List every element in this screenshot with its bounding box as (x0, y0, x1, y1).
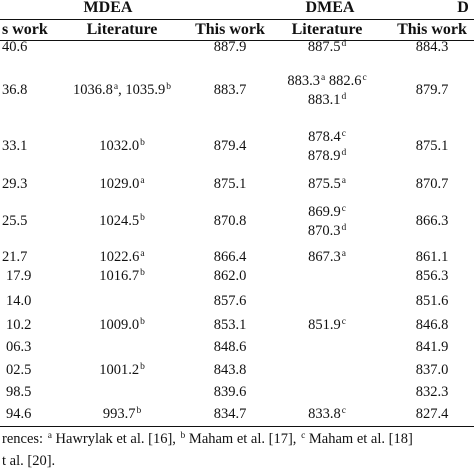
footnote-marker: a (341, 249, 346, 259)
table-cell: 878.9d (307, 148, 347, 164)
table-cell: 17.9 (6, 268, 32, 284)
table-cell: 33.1 (2, 138, 28, 154)
table-cell: 853.1 (213, 317, 247, 333)
table-cell: 25.5 (2, 213, 28, 229)
table-cell: 884.3 (415, 39, 449, 55)
table-cell: 832.3 (415, 384, 449, 400)
table-cell: 875.1 (213, 176, 247, 192)
footnote-marker: b (136, 406, 142, 416)
table-cell: 14.0 (6, 293, 32, 309)
column-header-0: s work (2, 21, 48, 38)
table-cell: 837.0 (415, 362, 449, 378)
footnote-marker: a (320, 73, 326, 83)
table-cell: 1029.0a (99, 176, 145, 192)
table-cell: 94.6 (6, 406, 32, 422)
column-header-4: This work (397, 21, 467, 38)
footnote-marker: a (341, 176, 346, 186)
table-cell: 887.9 (213, 39, 247, 55)
footnote-marker: b (140, 317, 145, 327)
table-cell: 866.4 (213, 249, 247, 265)
table-cell: 883.7 (213, 82, 247, 98)
footnote-marker: b (140, 268, 145, 278)
footnote-marker: d (341, 223, 347, 233)
footnote-marker: a (140, 249, 145, 259)
table-cell: 875.1 (415, 138, 449, 154)
table-cell: 1022.6a (99, 249, 145, 265)
table-bottom-rule (0, 426, 474, 427)
column-header-1: Literature (86, 21, 158, 38)
table-cell: 862.0 (213, 268, 247, 284)
footnote-marker: c (341, 317, 346, 327)
group-header-1: DMEA (305, 0, 355, 16)
footnote-marker: d (341, 39, 347, 49)
footnote-marker: a (113, 82, 119, 92)
table-cell: 1036.8a, 1035.9b (73, 82, 171, 98)
footnote-marker: b (140, 138, 145, 148)
table-cell: 866.3 (415, 213, 449, 229)
table-cell: 1009.0b (99, 317, 145, 333)
table-cell: 851.6 (415, 293, 449, 309)
header-bottom-rule (0, 40, 474, 41)
footnote-marker: b (166, 82, 171, 92)
footnote-marker: c (362, 73, 367, 83)
footnote-continuation: t al. [20]. (2, 453, 56, 469)
table-cell: 993.7b (102, 406, 142, 422)
footnote-marker: b (140, 213, 145, 223)
table-cell: 848.6 (213, 339, 247, 355)
table-cell: 843.8 (213, 362, 247, 378)
table-cell: 833.8c (308, 406, 346, 422)
group-header-0: MDEA (83, 0, 133, 16)
footnote-marker: c (341, 204, 346, 214)
group-header-2: D (457, 0, 469, 16)
table-cell: 879.4 (213, 138, 247, 154)
table-cell: 883.1d (307, 92, 347, 108)
column-header-3: Literature (291, 21, 363, 38)
table-cell: 29.3 (2, 176, 28, 192)
table-cell: 856.3 (415, 268, 449, 284)
footnote-marker: a (140, 176, 145, 186)
header-group-rule (0, 19, 474, 20)
table-cell: 1024.5b (99, 213, 145, 229)
table-cell: 98.5 (6, 384, 32, 400)
table-cell: 841.9 (415, 339, 449, 355)
table-cell: 21.7 (2, 249, 28, 265)
table-cell: 846.8 (415, 317, 449, 333)
table-cell: 834.7 (213, 406, 247, 422)
footnote-references: rences: a Hawrylak et al. [16], b Maham … (2, 431, 413, 447)
table-cell: 870.8 (213, 213, 247, 229)
table-cell: 867.3a (308, 249, 346, 265)
table-cell: 861.1 (415, 249, 449, 265)
table-cell: 10.2 (6, 317, 32, 333)
table-cell: 887.5d (307, 39, 347, 55)
footnote-marker: c (301, 431, 306, 441)
footnote-marker: d (341, 148, 347, 158)
table-cell: 870.3d (307, 223, 347, 239)
table-cell: 878.4c (308, 129, 346, 145)
footnote-marker: c (341, 129, 346, 139)
footnote-marker: a (47, 431, 52, 441)
table-cell: 870.7 (415, 176, 449, 192)
table-cell: 40.6 (2, 39, 28, 55)
table-cell: 06.3 (6, 339, 32, 355)
table-cell: 36.8 (2, 82, 28, 98)
table-cell: 1016.7b (99, 268, 145, 284)
table-cell: 1032.0b (99, 138, 145, 154)
table-cell: 1001.2b (99, 362, 145, 378)
table-cell: 883.3a 882.6c (287, 73, 367, 89)
footnote-marker: b (180, 431, 186, 441)
table-cell: 857.6 (213, 293, 247, 309)
table-cell: 851.9c (308, 317, 346, 333)
table-cell: 879.7 (415, 82, 449, 98)
table-cell: 827.4 (415, 406, 449, 422)
column-header-2: This work (195, 21, 265, 38)
table-cell: 839.6 (213, 384, 247, 400)
table-cell: 875.5a (308, 176, 346, 192)
footnote-marker: c (341, 406, 346, 416)
table-cell: 869.9c (308, 204, 346, 220)
table-cell: 02.5 (6, 362, 32, 378)
footnote-marker: b (140, 362, 145, 372)
footnote-marker: d (341, 92, 347, 102)
